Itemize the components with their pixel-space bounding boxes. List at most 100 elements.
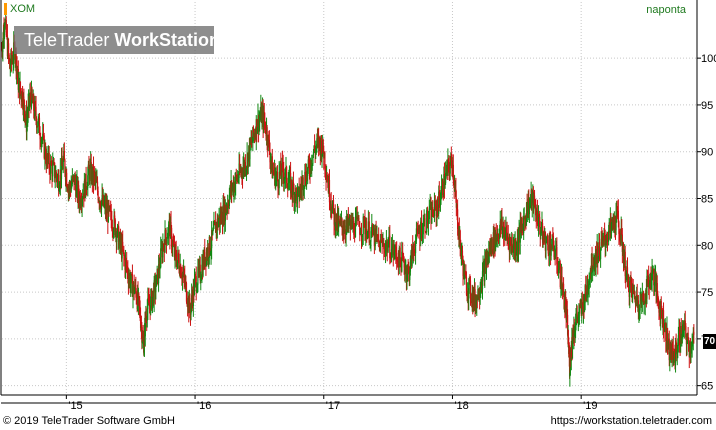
candle-body bbox=[605, 242, 607, 246]
candle-body bbox=[527, 211, 529, 217]
candle-body bbox=[71, 184, 73, 186]
candle-body bbox=[33, 95, 35, 111]
candle-body bbox=[231, 187, 233, 192]
candle-body bbox=[111, 219, 113, 230]
y-tick-label: 75 bbox=[701, 287, 713, 299]
candle-body bbox=[468, 279, 470, 283]
candle-body bbox=[360, 233, 362, 235]
candle-body bbox=[673, 354, 675, 363]
candle-body bbox=[325, 172, 327, 179]
candle-body bbox=[311, 163, 313, 166]
x-tick-label: '17 bbox=[326, 400, 340, 412]
symbol-label[interactable]: XOM bbox=[4, 3, 35, 15]
candle-body bbox=[364, 219, 366, 235]
candle-body bbox=[235, 174, 237, 177]
candle-body bbox=[623, 259, 625, 264]
candle-body bbox=[175, 246, 177, 251]
candle-body bbox=[474, 289, 476, 308]
candle-body bbox=[635, 298, 637, 305]
candle-body bbox=[85, 173, 87, 190]
candle-body bbox=[586, 285, 589, 294]
candle-body bbox=[74, 176, 76, 185]
candle-body bbox=[355, 216, 357, 220]
candle-body bbox=[412, 246, 414, 252]
candle-body bbox=[164, 229, 166, 253]
candle-body bbox=[577, 315, 579, 321]
candle-body bbox=[526, 202, 528, 217]
candle-body bbox=[359, 226, 361, 235]
candle-body bbox=[507, 236, 509, 241]
candle-body bbox=[155, 274, 158, 287]
candle-body bbox=[94, 175, 96, 181]
candle-body bbox=[299, 186, 301, 195]
candle-body bbox=[540, 231, 543, 233]
candle-body bbox=[384, 246, 387, 254]
chart-canvas[interactable]: '15 '16 '17 '18 '19 65 70 75 80 85 90 95 100 bbox=[0, 0, 716, 413]
candle-body bbox=[392, 243, 394, 256]
candle-body bbox=[122, 241, 124, 250]
candle-body bbox=[326, 177, 328, 182]
candle-body bbox=[190, 304, 192, 315]
candle-body bbox=[157, 268, 159, 284]
candle-body bbox=[479, 297, 481, 299]
candle-body bbox=[692, 338, 694, 341]
candle-body bbox=[646, 275, 648, 299]
candle-body bbox=[579, 305, 581, 307]
candle-body bbox=[620, 242, 622, 244]
candle-body bbox=[416, 228, 418, 230]
candle-body bbox=[72, 176, 74, 178]
candle-body bbox=[59, 184, 61, 189]
candle-body bbox=[640, 293, 642, 305]
candle-body bbox=[657, 294, 659, 299]
candle-body bbox=[174, 246, 176, 258]
candle-body bbox=[608, 230, 610, 242]
candle-body bbox=[191, 295, 193, 305]
candle-body bbox=[618, 233, 621, 237]
candle-body bbox=[34, 103, 37, 107]
candle-body bbox=[469, 279, 471, 281]
candle-body bbox=[186, 301, 188, 306]
candle-body bbox=[81, 198, 83, 206]
candle-body bbox=[195, 276, 197, 292]
candle-body bbox=[387, 245, 389, 252]
candle-body bbox=[118, 239, 120, 249]
candle-body bbox=[96, 181, 99, 191]
candle-body bbox=[332, 200, 335, 210]
candle-body bbox=[4, 22, 6, 28]
candle-body bbox=[632, 285, 634, 288]
candle-body bbox=[86, 189, 88, 191]
candle-body bbox=[342, 226, 344, 234]
candle-body bbox=[399, 247, 401, 260]
candle-body bbox=[450, 155, 452, 161]
candle-body bbox=[66, 172, 68, 186]
candle-body bbox=[10, 53, 13, 62]
candle-body bbox=[338, 218, 340, 228]
candle-body bbox=[505, 227, 508, 232]
candle-body bbox=[321, 153, 323, 159]
candle-body bbox=[476, 295, 478, 309]
website-url[interactable]: https://workstation.teletrader.com bbox=[550, 415, 712, 427]
candle-body bbox=[677, 345, 679, 350]
candle-body bbox=[78, 185, 80, 199]
candle-body bbox=[366, 232, 369, 239]
candle-body bbox=[182, 274, 184, 276]
candle-body bbox=[148, 299, 150, 306]
candle-body bbox=[156, 268, 158, 275]
candle-body bbox=[448, 161, 450, 170]
candle-body bbox=[20, 91, 22, 99]
candle-body bbox=[464, 271, 466, 280]
candle-body bbox=[556, 247, 558, 265]
candle-body bbox=[638, 310, 641, 312]
candle-body bbox=[376, 234, 378, 236]
candle-body bbox=[484, 259, 486, 282]
candle-body bbox=[272, 170, 274, 179]
stock-chart[interactable]: '15 '16 '17 '18 '19 65 70 75 80 85 90 95 100 bbox=[0, 0, 716, 413]
candle-body bbox=[670, 343, 672, 354]
candle-body bbox=[555, 248, 557, 256]
period-label[interactable]: naponta bbox=[646, 4, 686, 16]
candle-body bbox=[557, 268, 560, 273]
candle-body bbox=[86, 187, 88, 190]
candle-body bbox=[656, 283, 658, 295]
candle-body bbox=[109, 206, 111, 211]
candle-body bbox=[42, 133, 45, 136]
